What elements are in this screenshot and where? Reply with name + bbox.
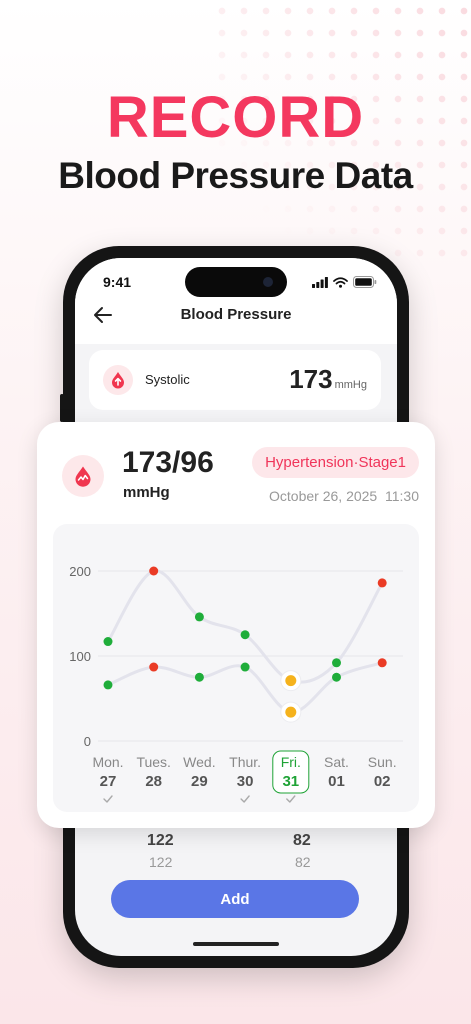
y-tick-label: 0 xyxy=(84,734,91,749)
record-timestamp: October 26, 2025 11:30 xyxy=(269,488,419,504)
diastolic-picker-next[interactable]: 82 xyxy=(295,854,311,870)
bp-reading-unit: mmHg xyxy=(123,484,170,501)
systolic-data-point xyxy=(103,637,113,647)
status-badge: Hypertension·Stage1 xyxy=(252,447,419,478)
systolic-unit: mmHg xyxy=(334,379,367,391)
record-card[interactable]: 173/96 mmHg Hypertension·Stage1 October … xyxy=(37,422,435,828)
arrow-up-icon xyxy=(112,372,124,389)
diastolic-data-point xyxy=(332,672,341,682)
diastolic-data-point xyxy=(240,662,250,672)
phone-side-button xyxy=(60,394,64,422)
systolic-card[interactable]: Systolic 173 mmHg xyxy=(89,350,381,410)
status-time: 9:41 xyxy=(103,274,132,290)
systolic-label: Systolic xyxy=(145,372,190,387)
diastolic-data-point xyxy=(194,672,204,682)
systolic-badge xyxy=(103,365,133,395)
systolic-data-point xyxy=(194,612,204,622)
y-tick-label: 200 xyxy=(69,564,91,579)
back-arrow-icon[interactable] xyxy=(93,306,113,324)
wifi-icon xyxy=(333,276,348,288)
systolic-data-point xyxy=(240,630,250,640)
systolic-data-point xyxy=(332,658,341,668)
partial-values-row: 122 82 122 82 xyxy=(75,832,397,884)
x-date-label: 28 xyxy=(145,773,162,790)
systolic-picker-value[interactable]: 122 xyxy=(147,832,174,849)
record-date: October 26, 2025 xyxy=(269,488,378,504)
x-day-label: Wed. xyxy=(183,754,215,770)
selected-day-highlight xyxy=(272,750,310,794)
systolic-number: 173 xyxy=(289,364,333,394)
x-date-label: 02 xyxy=(374,773,391,790)
x-day-label: Tues. xyxy=(136,754,171,770)
diastolic-data-point xyxy=(149,662,159,672)
x-date-label: 31 xyxy=(282,773,299,790)
dot-pattern-decoration xyxy=(211,0,471,270)
diastolic-data-point xyxy=(377,658,387,668)
x-day-label: Fri. xyxy=(281,754,301,770)
systolic-picker-next[interactable]: 122 xyxy=(149,854,173,870)
systolic-value: 173 mmHg xyxy=(289,364,367,395)
y-tick-label: 100 xyxy=(69,649,91,664)
x-date-label: 01 xyxy=(328,773,345,790)
promo-subheadline: Blood Pressure Data xyxy=(58,155,413,196)
bp-reading: 173/96 xyxy=(122,446,214,479)
heart-pulse-icon xyxy=(75,466,91,487)
app-header: 9:41 xyxy=(75,258,397,344)
check-icon xyxy=(240,795,250,803)
status-icons xyxy=(312,276,377,288)
selected-data-point xyxy=(285,706,297,718)
add-button[interactable]: Add xyxy=(111,880,359,918)
dynamic-island xyxy=(185,267,287,297)
battery-icon xyxy=(353,276,377,288)
check-icon xyxy=(286,795,296,803)
x-date-label: 27 xyxy=(100,773,117,790)
home-indicator xyxy=(193,942,279,946)
x-day-label: Mon. xyxy=(92,754,123,770)
record-time: 11:30 xyxy=(385,488,419,504)
check-icon xyxy=(103,795,113,803)
x-date-label: 29 xyxy=(191,773,208,790)
signal-icon xyxy=(312,276,328,288)
diastolic-picker-value[interactable]: 82 xyxy=(293,832,311,849)
x-day-label: Sat. xyxy=(324,754,349,770)
promo-headline: RECORD xyxy=(106,85,365,150)
diastolic-data-point xyxy=(103,680,113,690)
x-day-label: Sun. xyxy=(368,754,397,770)
camera-icon xyxy=(263,277,273,287)
selected-data-point xyxy=(285,675,297,687)
x-date-label: 30 xyxy=(237,773,254,790)
chart-panel: 200 100 0 Mon. 27 Tues. 28 Wed. 29 Thur. 30 Fri. 31 S… xyxy=(53,524,419,812)
screen-title: Blood Pressure xyxy=(180,306,292,323)
systolic-data-point xyxy=(377,578,387,588)
systolic-data-point xyxy=(149,566,159,576)
x-day-label: Thur. xyxy=(229,754,261,770)
reading-badge xyxy=(62,455,104,497)
